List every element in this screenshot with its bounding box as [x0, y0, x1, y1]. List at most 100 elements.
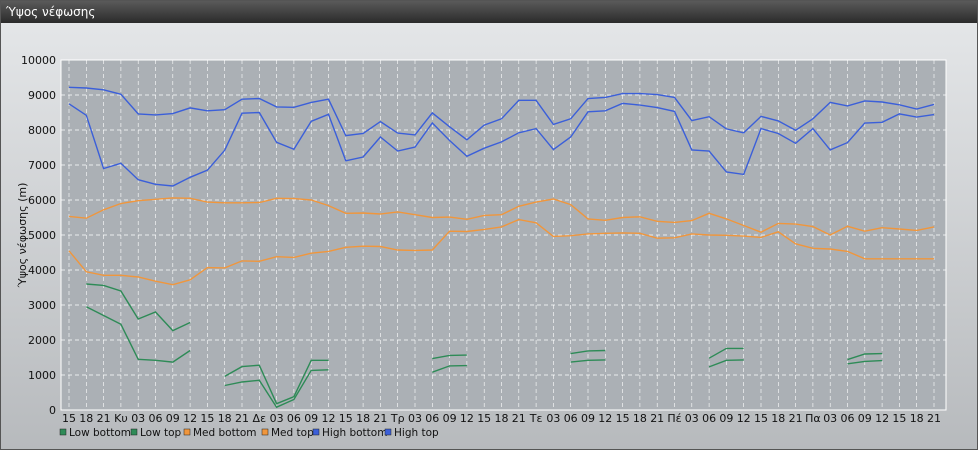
x-tick-label: 15 [892, 412, 906, 425]
y-tick-label: 1000 [28, 369, 56, 382]
y-axis-label: Ύψος νέφωσης (m) [16, 183, 29, 289]
x-tick-label: Δε [253, 412, 267, 425]
x-tick-label: 06 [702, 412, 716, 425]
x-tick-label: 12 [598, 412, 612, 425]
x-tick-label: 18 [495, 412, 509, 425]
x-tick-label: 06 [149, 412, 163, 425]
legend-swatch [130, 428, 138, 436]
x-tick-label: 21 [512, 412, 526, 425]
series-line-med-bottom [68, 218, 934, 286]
series-line-low-top [708, 347, 744, 359]
legend-item: High bottom [312, 427, 387, 439]
x-tick-label: 09 [166, 412, 180, 425]
x-tick-label: 18 [356, 412, 370, 425]
x-tick-label: 15 [62, 412, 76, 425]
y-tick-label: 3000 [28, 299, 56, 312]
series-line-low-top [432, 354, 467, 360]
x-tick-label: 09 [304, 412, 318, 425]
series-line-low-top [224, 359, 329, 405]
x-tick-label: 06 [425, 412, 439, 425]
y-tick-label: 7000 [28, 159, 56, 172]
x-tick-label: Τε [529, 412, 543, 425]
legend-label: Low bottom [69, 427, 131, 439]
x-tick-label: 21 [789, 412, 803, 425]
x-tick-label: 18 [218, 412, 232, 425]
y-tick-label: 4000 [28, 264, 56, 277]
legend-label: High bottom [322, 427, 387, 439]
legend-swatch [59, 428, 67, 436]
x-tick-labels: 15 18 21 Κυ 03 06 09 12 15 18 21 Δε 03 06 09 12 15 18 21 Τρ… [62, 412, 941, 425]
x-tick-label: 12 [183, 412, 197, 425]
x-tick-label: 18 [910, 412, 924, 425]
y-tick-label: 6000 [28, 194, 56, 207]
x-tick-label: 15 [477, 412, 491, 425]
x-tick-label: 03 [408, 412, 422, 425]
series-line-low-bottom [570, 359, 606, 363]
x-tick-label: 03 [685, 412, 699, 425]
legend-item: High top [384, 427, 439, 439]
legend-item: Low bottom [59, 427, 131, 439]
legend-item: Med bottom [183, 427, 257, 439]
x-tick-label: 09 [719, 412, 733, 425]
window-title: Ύψος νέφωσης [1, 1, 977, 23]
series-line-high-bottom [68, 102, 935, 187]
x-tick-label: 18 [771, 412, 785, 425]
x-tick-label: 03 [270, 412, 284, 425]
legend-label: Med bottom [193, 427, 257, 439]
x-tick-label: Πέ [667, 412, 681, 425]
series-line-med-top [68, 197, 935, 236]
series-line-low-top [570, 349, 606, 355]
legend-label: High top [394, 427, 439, 439]
x-tick-label: 21 [235, 412, 249, 425]
series-line-low-bottom [432, 364, 467, 373]
x-tick-label: 06 [564, 412, 578, 425]
x-tick-label: 06 [841, 412, 855, 425]
y-tick-label: 2000 [28, 334, 56, 347]
x-tick-label: Κυ [114, 412, 128, 425]
x-tick-label: 03 [131, 412, 145, 425]
y-tick-label: 9000 [28, 89, 56, 102]
x-tick-label: 21 [650, 412, 664, 425]
series-line-low-bottom [224, 369, 329, 409]
x-tick-label: 03 [546, 412, 560, 425]
x-tick-label: 09 [581, 412, 595, 425]
y-tick-label: 0 [49, 404, 56, 417]
x-tick-label: 09 [858, 412, 872, 425]
x-tick-label: 12 [737, 412, 751, 425]
y-tick-labels: 0 1000 2000 3000 4000 5000 6000 7000 8000 9000 100… [21, 54, 56, 417]
legend-label: Low top [140, 427, 182, 439]
x-tick-label: 12 [460, 412, 474, 425]
legend-swatch [384, 428, 392, 436]
legend-swatch [261, 428, 269, 436]
y-tick-label: 5000 [28, 229, 56, 242]
series-line-low-bottom [708, 359, 744, 368]
series-line-high-top [68, 86, 935, 141]
x-tick-label: 06 [287, 412, 301, 425]
x-tick-label: 21 [373, 412, 387, 425]
y-tick-label: 10000 [21, 54, 56, 67]
x-tick-label: 12 [875, 412, 889, 425]
x-tick-label: 03 [823, 412, 837, 425]
x-tick-label: Τρ [390, 412, 405, 425]
x-tick-label: 15 [200, 412, 214, 425]
legend-item: Low top [130, 427, 182, 439]
legend-item: Med top [261, 427, 314, 439]
x-tick-label: 15 [339, 412, 353, 425]
x-tick-label: 12 [322, 412, 336, 425]
x-tick-label: 18 [633, 412, 647, 425]
legend-swatch [312, 428, 320, 436]
legend: Low bottom Low top Med bottom Med top High b… [59, 427, 439, 439]
series-lines [68, 86, 935, 409]
series-line-low-bottom [85, 306, 191, 363]
x-tick-label: 15 [754, 412, 768, 425]
x-tick-label: 18 [79, 412, 93, 425]
x-tick-label: 21 [927, 412, 941, 425]
series-line-low-bottom [847, 359, 883, 365]
y-tick-label: 8000 [28, 124, 56, 137]
series-line-low-top [847, 352, 883, 361]
x-tick-label: 15 [616, 412, 630, 425]
x-tick-label: 09 [443, 412, 457, 425]
series-line-low-top [86, 283, 191, 332]
legend-swatch [183, 428, 191, 436]
